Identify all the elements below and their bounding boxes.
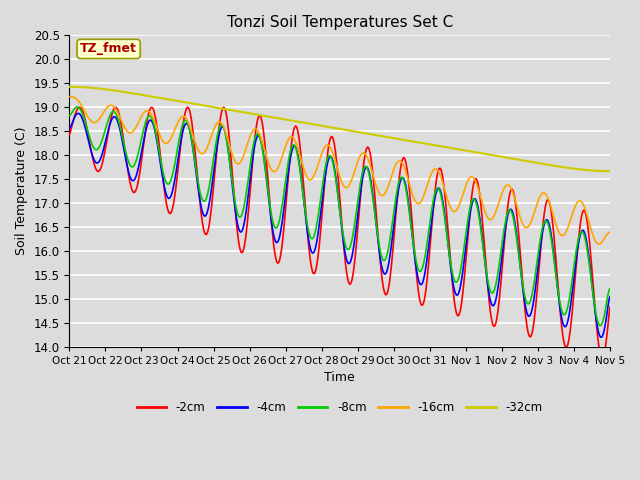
Text: TZ_fmet: TZ_fmet xyxy=(80,42,137,56)
Legend: -2cm, -4cm, -8cm, -16cm, -32cm: -2cm, -4cm, -8cm, -16cm, -32cm xyxy=(132,396,547,419)
X-axis label: Time: Time xyxy=(324,371,355,384)
Title: Tonzi Soil Temperatures Set C: Tonzi Soil Temperatures Set C xyxy=(227,15,452,30)
Y-axis label: Soil Temperature (C): Soil Temperature (C) xyxy=(15,127,28,255)
